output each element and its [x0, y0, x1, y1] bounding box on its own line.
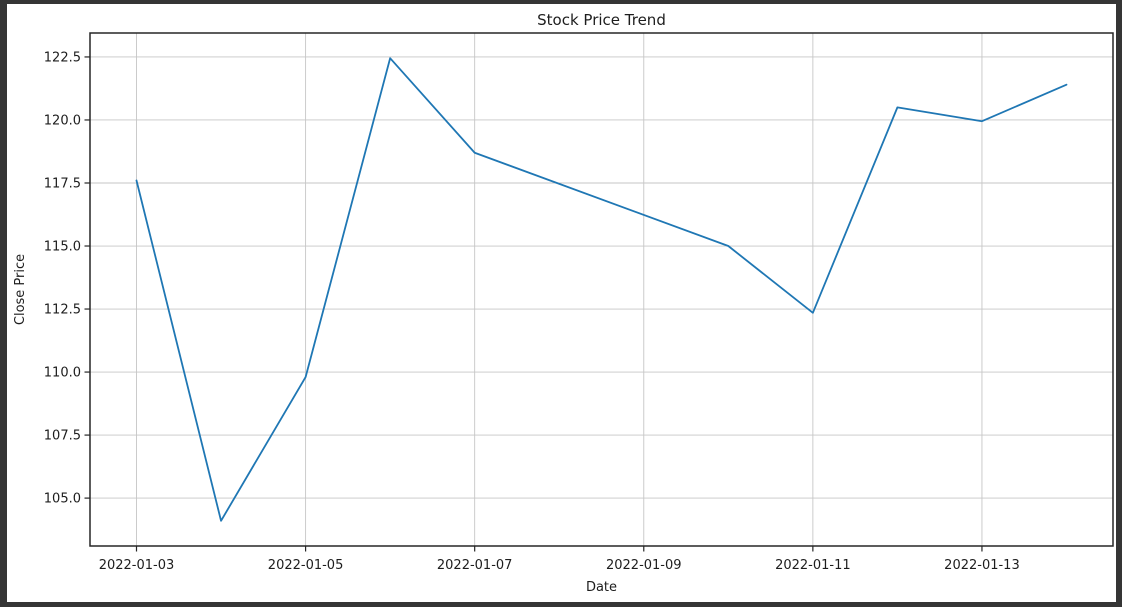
y-tick-label: 122.5 [44, 50, 81, 65]
x-tick-label: 2022-01-07 [437, 558, 513, 573]
y-tick-label: 117.5 [44, 176, 81, 191]
y-tick-label: 115.0 [44, 240, 81, 255]
chart-svg: Stock Price Trend Date Close Price 2022-… [13, 11, 1114, 595]
y-tick-label: 105.0 [44, 492, 81, 507]
y-tick-label: 110.0 [44, 366, 81, 381]
price-line-series [135, 57, 1068, 522]
x-axis-label: Date [586, 580, 617, 595]
chart-title: Stock Price Trend [537, 11, 666, 29]
y-axis-label: Close Price [13, 254, 28, 325]
x-tick-label: 2022-01-05 [268, 558, 344, 573]
x-tick-label: 2022-01-13 [944, 558, 1020, 573]
y-tick-label: 112.5 [44, 303, 81, 318]
x-tick-label: 2022-01-03 [99, 558, 175, 573]
plot-area-border [89, 32, 1114, 547]
x-tick-label: 2022-01-11 [775, 558, 851, 573]
x-tick-label: 2022-01-09 [606, 558, 682, 573]
figure-canvas: Stock Price Trend Date Close Price 2022-… [7, 4, 1116, 602]
y-tick-label: 107.5 [44, 429, 81, 444]
y-tick-label: 120.0 [44, 113, 81, 128]
